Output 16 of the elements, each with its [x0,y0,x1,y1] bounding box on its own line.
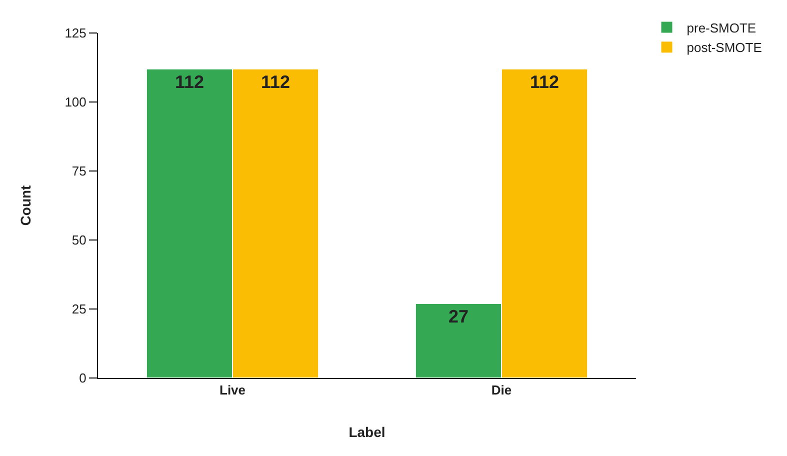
data-label: 112 [261,72,290,92]
data-label: 27 [448,306,468,326]
legend-label: post-SMOTE [686,40,762,56]
y-axis-title: Count [17,184,34,226]
y-tick-label: 75 [72,164,86,179]
x-tick-label: Live [219,382,246,398]
legend-label: pre-SMOTE [686,20,756,36]
y-tick-label: 25 [72,302,86,317]
data-label: 112 [174,72,204,92]
y-tick-label: 50 [72,232,86,248]
data-label: 112 [530,72,560,92]
y-tick-label: 100 [64,94,86,110]
y-tick-label: 0 [79,370,86,386]
x-axis-title: Label [348,424,386,440]
x-tick-label: Die [491,382,512,398]
y-tick-label: 125 [64,26,86,41]
